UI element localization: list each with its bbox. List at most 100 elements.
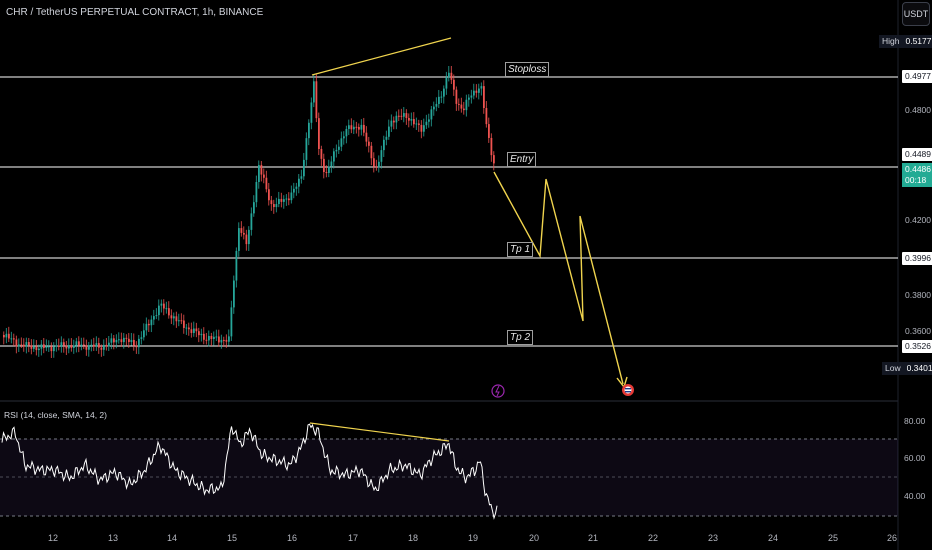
- candle-body: [345, 128, 348, 137]
- candle-body: [220, 339, 223, 343]
- candle-body: [5, 333, 8, 338]
- candle-body: [8, 333, 10, 339]
- candle-body: [375, 166, 378, 168]
- candle-body: [88, 345, 90, 350]
- rsi-line: [1, 423, 498, 520]
- candle-body: [85, 345, 88, 350]
- candle-body: [38, 348, 40, 351]
- price-tick: 0.3800: [905, 290, 931, 300]
- divergence-line-rsi[interactable]: [309, 422, 450, 442]
- candle-body: [20, 344, 23, 346]
- time-label: 17: [347, 533, 359, 543]
- candle-body: [478, 88, 480, 93]
- candle-body: [133, 339, 135, 346]
- candle-body: [273, 204, 275, 208]
- candle-body: [403, 113, 405, 117]
- time-label: 20: [528, 533, 540, 543]
- candle-body: [320, 148, 323, 159]
- projection-path[interactable]: [493, 171, 624, 385]
- candle-body: [268, 189, 270, 201]
- candlestick-series: [3, 65, 495, 359]
- candle-body: [388, 126, 390, 137]
- candle-body: [313, 81, 315, 103]
- candle-body: [363, 124, 365, 133]
- price-tick: 0.4200: [905, 215, 931, 225]
- low-value: 0.3401: [903, 362, 932, 375]
- candle-body: [218, 336, 220, 343]
- candle-body: [430, 109, 433, 120]
- candle-body: [460, 104, 463, 109]
- candle-body: [160, 303, 163, 306]
- currency-button[interactable]: USDT: [902, 2, 930, 26]
- candle-body: [370, 145, 373, 159]
- entry-tag[interactable]: Entry: [507, 152, 537, 167]
- candle-body: [493, 155, 495, 164]
- candle-body: [353, 126, 355, 130]
- time-label: 18: [407, 533, 419, 543]
- stoploss-tag[interactable]: Stoploss: [505, 62, 550, 77]
- tp2-tag[interactable]: Tp 2: [507, 330, 534, 345]
- candle-body: [290, 192, 293, 201]
- candle-body: [185, 327, 188, 329]
- candle-body: [423, 125, 425, 132]
- candle-body: [48, 346, 50, 348]
- candle-body: [325, 172, 328, 174]
- price-tick: 0.4800: [905, 105, 931, 115]
- candle-body: [390, 120, 393, 127]
- candle-body: [355, 126, 358, 128]
- candle-body: [118, 339, 120, 341]
- candle-body: [145, 323, 148, 331]
- candle-body: [260, 164, 263, 175]
- candle-body: [28, 342, 30, 346]
- divergence-line-price[interactable]: [311, 37, 452, 76]
- candle-body: [455, 89, 458, 104]
- candle-body: [243, 232, 245, 235]
- candle-body: [40, 344, 43, 349]
- candle-body: [150, 319, 153, 326]
- flag-event-icon[interactable]: [622, 384, 634, 396]
- candle-body: [305, 138, 308, 160]
- candle-body: [418, 123, 420, 125]
- candle-body: [158, 305, 160, 316]
- candle-body: [473, 90, 475, 96]
- candle-body: [105, 344, 108, 347]
- time-label: 22: [647, 533, 659, 543]
- candle-body: [25, 342, 28, 347]
- rsi-indicator-title[interactable]: RSI (14, close, SMA, 14, 2): [4, 410, 107, 420]
- candle-body: [360, 124, 363, 130]
- candle-body: [308, 122, 310, 139]
- candle-body: [235, 250, 238, 281]
- candle-body: [100, 347, 103, 350]
- candle-body: [278, 198, 280, 205]
- candle-body: [253, 202, 255, 214]
- candle-body: [440, 96, 443, 98]
- tp1-tag[interactable]: Tp 1: [507, 242, 534, 257]
- candle-body: [165, 308, 168, 310]
- candle-body: [263, 174, 265, 178]
- candle-body: [68, 345, 70, 349]
- candle-body: [405, 113, 408, 119]
- candle-body: [448, 72, 450, 78]
- candle-body: [400, 115, 403, 117]
- candle-body: [245, 234, 248, 245]
- symbol-title[interactable]: CHR / TetherUS PERPETUAL CONTRACT, 1h, B…: [6, 7, 264, 18]
- candle-body: [358, 127, 360, 130]
- candle-body: [328, 166, 330, 173]
- candle-body: [373, 158, 375, 167]
- tp1-price-label: 0.3996: [902, 252, 932, 265]
- candle-body: [333, 151, 335, 162]
- candle-body: [468, 97, 470, 100]
- candle-body: [213, 336, 215, 340]
- candle-body: [225, 339, 228, 342]
- candle-body: [228, 336, 230, 342]
- candle-body: [350, 125, 353, 130]
- candle-body: [45, 346, 48, 348]
- candle-body: [130, 339, 133, 343]
- candle-body: [110, 338, 113, 343]
- candle-body: [63, 342, 65, 346]
- candle-body: [293, 188, 295, 193]
- lightning-event-icon[interactable]: [491, 384, 505, 398]
- candle-body: [195, 328, 198, 332]
- time-label: 23: [707, 533, 719, 543]
